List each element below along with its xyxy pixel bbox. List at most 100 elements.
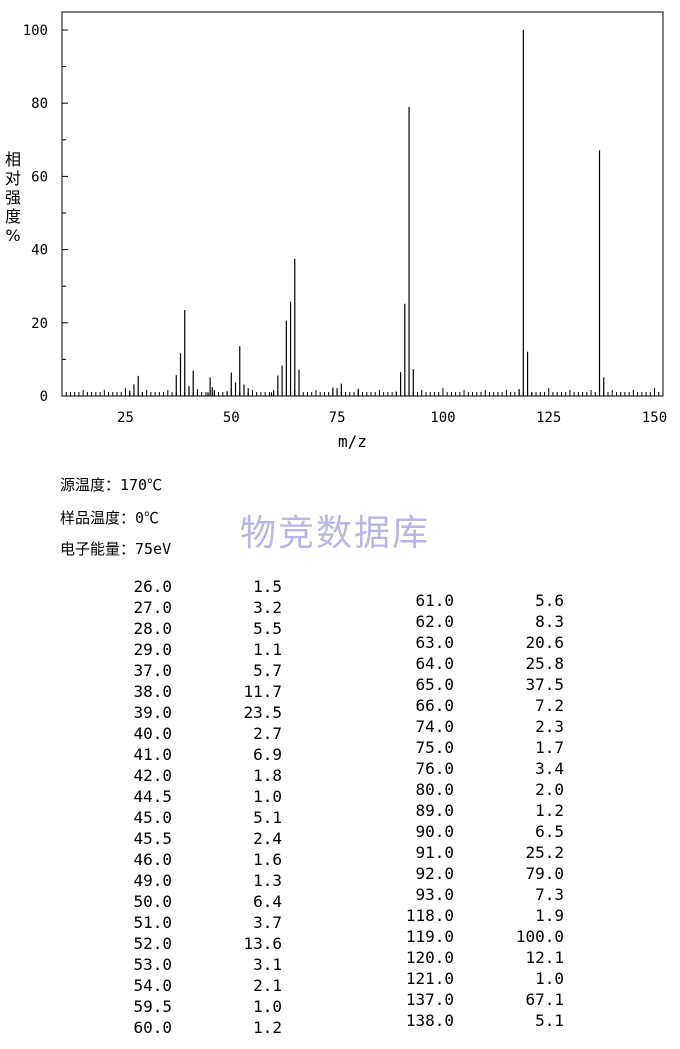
mz-value: 59.5 — [133, 997, 172, 1016]
table-row: 28.0 5.5 — [118, 618, 282, 639]
abundance-value: 1.9 — [535, 906, 564, 925]
mz-value: 42.0 — [133, 766, 172, 785]
mass-spectrum-chart: 25 50 75 100 125 150 0 20 40 60 80 100 — [23, 11, 667, 426]
abundance-value: 20.6 — [525, 633, 564, 652]
mz-value: 46.0 — [133, 850, 172, 869]
table-row: 62.0 8.3 — [400, 611, 564, 632]
abundance-value: 5.5 — [253, 619, 282, 638]
table-row: 49.0 1.3 — [118, 870, 282, 891]
mz-value: 50.0 — [133, 892, 172, 911]
mz-value: 37.0 — [133, 661, 172, 680]
mz-value: 45.5 — [133, 829, 172, 848]
abundance-value: 5.1 — [253, 808, 282, 827]
mz-value: 137.0 — [405, 990, 454, 1009]
abundance-value: 25.8 — [525, 654, 564, 673]
abundance-value: 25.2 — [525, 843, 564, 862]
mz-value: 92.0 — [415, 864, 454, 883]
y-tick-label: 0 — [40, 389, 48, 405]
mz-value: 63.0 — [415, 633, 454, 652]
abundance-value: 3.7 — [253, 913, 282, 932]
table-row: 27.0 3.2 — [118, 597, 282, 618]
mz-value: 44.5 — [133, 787, 172, 806]
table-row: 42.0 1.8 — [118, 765, 282, 786]
table-row: 46.0 1.6 — [118, 849, 282, 870]
peak-table-right: 61.0 5.6 62.0 8.3 63.0 20.6 64.0 25.8 65.0 37.5 66… — [400, 590, 564, 1031]
table-row: 93.0 7.3 — [400, 884, 564, 905]
abundance-value: 1.1 — [253, 640, 282, 659]
abundance-value: 37.5 — [525, 675, 564, 694]
abundance-value: 13.6 — [243, 934, 282, 953]
abundance-value: 1.5 — [253, 577, 282, 596]
mz-value: 61.0 — [415, 591, 454, 610]
mz-value: 66.0 — [415, 696, 454, 715]
abundance-value: 7.2 — [535, 696, 564, 715]
y-axis-label-char: 相 — [4, 150, 21, 169]
mz-value: 27.0 — [133, 598, 172, 617]
y-axis-label-char: % — [5, 226, 21, 245]
x-axis-label: m/z — [338, 432, 367, 451]
mz-value: 53.0 — [133, 955, 172, 974]
mz-value: 38.0 — [133, 682, 172, 701]
table-row: 80.0 2.0 — [400, 779, 564, 800]
abundance-value: 6.4 — [253, 892, 282, 911]
table-row: 65.0 37.5 — [400, 674, 564, 695]
mz-value: 118.0 — [405, 906, 454, 925]
table-row: 121.0 1.0 — [400, 968, 564, 989]
mz-value: 121.0 — [405, 969, 454, 988]
abundance-value: 6.9 — [253, 745, 282, 764]
table-row: 75.0 1.7 — [400, 737, 564, 758]
abundance-value: 1.2 — [253, 1018, 282, 1037]
table-row: 64.0 25.8 — [400, 653, 564, 674]
y-tick-label: 80 — [31, 96, 48, 112]
mz-value: 93.0 — [415, 885, 454, 904]
mz-value: 90.0 — [415, 822, 454, 841]
abundance-value: 1.6 — [253, 850, 282, 869]
axis-tick-labels: 25 50 75 100 125 150 0 20 40 60 80 100 — [23, 23, 667, 426]
abundance-value: 1.8 — [253, 766, 282, 785]
table-row: 89.0 1.2 — [400, 800, 564, 821]
watermark: 物竞数据库 — [240, 513, 431, 554]
table-row: 92.0 79.0 — [400, 863, 564, 884]
table-row: 59.5 1.0 — [118, 996, 282, 1017]
table-row: 38.0 11.7 — [118, 681, 282, 702]
x-tick-label: 75 — [329, 410, 346, 426]
abundance-value: 5.6 — [535, 591, 564, 610]
mz-value: 45.0 — [133, 808, 172, 827]
abundance-value: 23.5 — [243, 703, 282, 722]
electron-energy: 电子能量：75eV — [60, 540, 172, 558]
x-tick-label: 50 — [223, 410, 240, 426]
abundance-value: 1.0 — [253, 787, 282, 806]
table-row: 45.5 2.4 — [118, 828, 282, 849]
abundance-value: 1.0 — [253, 997, 282, 1016]
source-temperature: 源温度：170℃ — [60, 476, 163, 494]
mz-value: 26.0 — [133, 577, 172, 596]
mz-value: 91.0 — [415, 843, 454, 862]
abundance-value: 2.7 — [253, 724, 282, 743]
mz-value: 39.0 — [133, 703, 172, 722]
mz-value: 64.0 — [415, 654, 454, 673]
y-axis-label-char: 度 — [4, 207, 21, 226]
abundance-value: 6.5 — [535, 822, 564, 841]
table-row: 61.0 5.6 — [400, 590, 564, 611]
abundance-value: 12.1 — [525, 948, 564, 967]
table-row: 138.0 5.1 — [400, 1010, 564, 1031]
table-row: 76.0 3.4 — [400, 758, 564, 779]
abundance-value: 100.0 — [515, 927, 564, 946]
mz-value: 65.0 — [415, 675, 454, 694]
x-tick-label: 25 — [117, 410, 134, 426]
y-tick-label: 100 — [23, 23, 48, 39]
abundance-value: 5.7 — [253, 661, 282, 680]
axis-ticks — [61, 29, 664, 397]
table-row: 37.0 5.7 — [118, 660, 282, 681]
table-row: 41.0 6.9 — [118, 744, 282, 765]
table-row: 60.0 1.2 — [118, 1017, 282, 1038]
y-axis-label-char: 对 — [4, 169, 21, 188]
mz-value: 62.0 — [415, 612, 454, 631]
abundance-value: 7.3 — [535, 885, 564, 904]
mz-value: 89.0 — [415, 801, 454, 820]
table-row: 50.0 6.4 — [118, 891, 282, 912]
abundance-value: 5.1 — [535, 1011, 564, 1030]
table-row: 63.0 20.6 — [400, 632, 564, 653]
y-axis-label: 相 对 强 度 % — [4, 150, 22, 245]
table-row: 118.0 1.9 — [400, 905, 564, 926]
